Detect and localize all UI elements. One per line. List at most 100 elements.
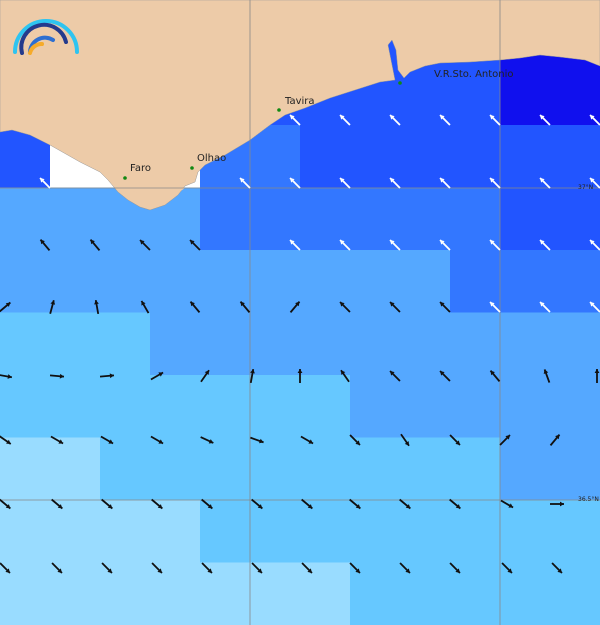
sea-cell [100,437,151,501]
sea-cell [250,187,301,251]
sea-cell [550,437,600,501]
wave-direction-arrow [439,370,451,382]
wave-direction-arrow [0,435,12,445]
sea-cell [0,500,51,563]
sea-cell [550,312,600,376]
sea-cell [350,250,401,313]
wave-direction-arrow [349,434,361,446]
wave-direction-arrow [251,498,263,510]
wave-direction-arrow [189,301,201,313]
sea-cell [450,500,501,563]
town-marker [123,176,127,180]
wave-direction-arrow [289,239,301,251]
sea-cell [550,375,600,438]
sea-cell [150,312,201,376]
wave-direction-arrow [201,498,213,510]
wave-direction-arrow [539,301,551,313]
wave-direction-arrow [439,177,451,189]
sea-cell [0,375,51,438]
wave-direction-arrow [51,498,63,510]
wave-direction-arrow [250,436,264,444]
wave-direction-arrow [150,435,164,445]
wave-direction-arrow [289,301,301,313]
wave-direction-arrow [140,300,150,314]
sea-cell [300,187,351,251]
wave-direction-arrow [239,177,251,189]
wave-direction-arrow [389,239,401,251]
wave-direction-arrow [349,498,361,510]
sea-cell [300,250,351,313]
sea-cell [550,187,600,251]
wave-direction-arrow [101,498,113,510]
sea-cell [500,62,551,126]
wave-direction-arrow [399,498,411,510]
sea-cell [400,375,451,438]
wave-direction-arrow [49,300,56,314]
sea-cell [250,312,301,376]
sea-cell [50,187,101,251]
wave-direction-arrow [297,369,303,383]
wave-direction-arrow [339,239,351,251]
wave-direction-arrow [389,301,401,313]
sea-cell [100,375,151,438]
wave-direction-arrow [449,498,461,510]
wave-direction-arrow [340,369,350,383]
sea-cell [400,187,451,251]
wave-direction-arrow [39,177,51,189]
wave-direction-arrow [89,239,101,251]
sea-cell [0,312,51,376]
sea-cell [250,437,301,501]
wave-direction-arrow [0,498,11,510]
sea-cell [0,250,51,313]
sea-cell [50,500,101,563]
wave-direction-arrow [594,369,600,383]
sea-cell [50,312,101,376]
sea-cell [350,375,401,438]
sea-cell [250,125,301,188]
wave-direction-arrow [151,562,163,574]
sea-cell [150,562,201,625]
sea-cell [50,375,101,438]
sea-cell [450,125,501,188]
wave-direction-arrow [389,177,401,189]
sea-cell [450,250,501,313]
sea-cell [450,375,501,438]
wave-direction-arrow [339,114,351,126]
sea-cell [500,500,551,563]
town-label-faro: Faro [130,163,151,174]
wave-direction-arrow [151,498,163,510]
sea-cell [300,312,351,376]
wave-direction-arrow [200,369,210,383]
sea-cell [200,312,251,376]
wave-direction-arrow [439,114,451,126]
sea-cell [550,500,600,563]
sea-cell [350,437,401,501]
wave-direction-arrow [489,301,501,313]
sea-cell [50,562,101,625]
wave-direction-arrow [100,435,114,445]
town-marker [190,166,194,170]
wave-direction-arrow [489,370,501,382]
wave-direction-arrow [339,301,351,313]
sea-cell [150,437,201,501]
wave-direction-arrow [49,373,65,379]
wave-direction-arrow [99,373,115,379]
sea-cell [400,125,451,188]
wave-direction-arrow [349,562,361,574]
sea-cell [400,250,451,313]
wave-direction-arrow [289,114,301,126]
sea-cell [200,500,251,563]
wave-direction-arrow [549,434,561,446]
town-label-tavira: Tavira [285,96,315,107]
sea-cell [400,562,451,625]
sea-cell [50,437,101,501]
wave-direction-arrow [51,562,63,574]
wave-direction-arrow [389,370,401,382]
wave-direction-arrow [589,114,600,126]
sea-cell [500,187,551,251]
latitude-label-36-5n: 36.5°N [578,496,599,503]
wave-direction-arrow [589,301,600,313]
wave-direction-arrow [339,177,351,189]
wave-direction-arrow [301,562,313,574]
